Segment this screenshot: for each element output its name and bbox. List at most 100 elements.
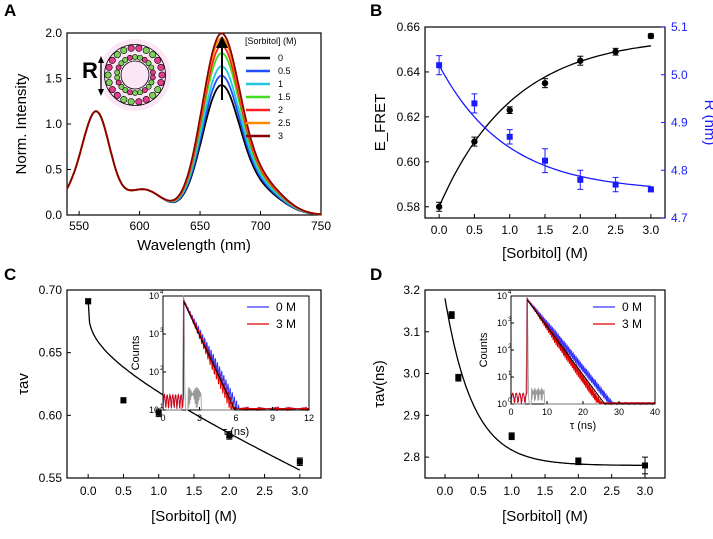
panel-c-fit — [87, 301, 301, 471]
panel-d-inset-ylabel: Counts — [478, 332, 490, 367]
panel-d-xtick-label: 1.0 — [503, 484, 520, 498]
panel-b-point-r — [436, 62, 443, 69]
panel-a-vesicle-lipid — [127, 44, 135, 52]
panel-b-ytick-label: 0.60 — [397, 155, 421, 169]
panel-d-inset-ytick-exp: 2 — [508, 344, 512, 350]
panel-b-point-efret — [612, 48, 619, 55]
panel-d-inset-ytick-label: 10 — [497, 318, 507, 328]
panel-a-ytick-label: 2.0 — [45, 26, 62, 40]
panel-a-vesicle-lipid — [118, 60, 125, 67]
panel-d-inset-ytick-label: 10 — [497, 291, 507, 301]
panel-a-r-arrow-head-up — [98, 56, 104, 63]
panel-b-point-r — [506, 133, 513, 140]
panel-a-vesicle-lipid — [115, 79, 122, 86]
panel-a-xtick-label: 650 — [190, 219, 210, 233]
panel-a-chart: 550 600 650 700 750 0.0 0.5 1.0 1.5 2.0 Wavelength… — [13, 26, 331, 254]
panel-c-inset-xtick-label: 9 — [270, 413, 275, 423]
panel-a-vesicle-lipid — [132, 54, 138, 60]
panel-d-inset-xtick-label: 10 — [542, 407, 552, 417]
panel-c-point — [155, 409, 162, 416]
panel-letter-a: A — [4, 1, 16, 20]
panel-c-inset-ylabel: Counts — [130, 335, 142, 370]
panel-d-fit — [444, 298, 645, 466]
panel-a-vesicle-lipid — [122, 56, 129, 63]
panel-d-inset-ytick-exp: 1 — [508, 371, 512, 377]
panel-a-vesicle-lipid — [137, 54, 143, 61]
panel-a-xtick-label: 600 — [130, 219, 150, 233]
panel-a-vesicle-lipid — [148, 64, 155, 71]
panel-d-inset-ytick-exp: 4 — [508, 290, 512, 296]
panel-a-ytick-label: 0.5 — [45, 163, 62, 177]
panel-a-vesicle-lipid — [115, 64, 122, 71]
panel-a-vesicle-lipid — [127, 98, 135, 106]
panel-c-inset-legend-label: 3 M — [276, 317, 296, 331]
panel-a-vesicle-lipid — [105, 63, 113, 71]
panel-a-xtick-label: 550 — [69, 219, 89, 233]
panel-c-ytick-label: 0.70 — [39, 283, 63, 297]
panel-d-inset-xtick-label: 40 — [650, 407, 660, 417]
panel-a-r-arrow-head-down — [98, 89, 104, 96]
panel-b-ytick-label: 0.64 — [397, 65, 421, 79]
panel-a-vesicle-lipid — [135, 44, 143, 52]
panel-c-xtick-label: 1.5 — [186, 484, 203, 498]
panel-c-inset-xtick-label: 6 — [233, 413, 238, 423]
panel-a-legend-label: 0.5 — [278, 66, 291, 76]
panel-b-point-r — [647, 186, 654, 193]
panel-a-vesicle-lipid — [126, 54, 133, 61]
panel-c-point — [85, 298, 92, 305]
panel-c-inset-ytick-label: 10 — [149, 405, 159, 415]
panel-d-inset-xtick-label: 0 — [508, 407, 513, 417]
panel-a-vesicle-lipid — [148, 79, 155, 86]
panel-a-vesicle-lipid — [154, 56, 162, 64]
panel-b-point-efret — [471, 138, 478, 145]
panel-a-vesicle-lipid — [149, 91, 157, 99]
panel-d-point — [455, 374, 462, 381]
panel-d-point — [508, 433, 515, 440]
panel-c-ytick-label: 0.65 — [39, 346, 63, 360]
panel-d-xtick-label: 1.5 — [537, 484, 554, 498]
panel-d-point — [642, 462, 648, 469]
panel-a-vesicle-lipid — [137, 89, 144, 96]
panel-b-point-efret — [541, 79, 549, 87]
panel-a-vesicle-lipid — [141, 87, 148, 94]
panel-d-ytick-label: 3.0 — [403, 367, 420, 381]
panel-b-xtick-label: 0.5 — [466, 223, 483, 237]
panel-b-ytick-right-label: 5.0 — [671, 68, 688, 82]
panel-a-vesicle-lipid — [141, 56, 148, 63]
panel-a-vesicle-lipid — [142, 46, 150, 54]
panel-d-xlabel: [Sorbitol] (M) — [502, 508, 588, 525]
panel-a-legend-title: [Sorbitol] (M) — [245, 36, 297, 46]
panel-d-inset-ytick-exp: 3 — [508, 317, 512, 323]
panel-b-xtick-label: 0.0 — [431, 223, 448, 237]
panel-a-vesicle-lipid — [149, 74, 156, 81]
panel-a-vesicle-lipid — [132, 90, 138, 96]
panel-b-ytick-label: 0.58 — [397, 200, 421, 214]
panel-a-ytick-label: 1.0 — [45, 117, 62, 131]
panel-c-xlabel: [Sorbitol] (M) — [151, 508, 237, 525]
panel-a-inset-r-label: R — [82, 58, 98, 83]
panel-a-legend-label: 2 — [278, 105, 283, 115]
panel-a-legend-label: 1.5 — [278, 92, 291, 102]
panel-a-vesicle-lipid — [149, 51, 157, 59]
panel-b-point-r — [542, 157, 548, 164]
panel-c-inset-frame — [162, 295, 310, 411]
panel-d-inset-ytick-label: 10 — [497, 399, 507, 409]
panel-c-inset-xtick-label: 0 — [160, 413, 165, 423]
panel-a-vesicle-lipid — [122, 87, 129, 94]
panel-letter-d: D — [370, 265, 382, 284]
panel-c-xtick-label: 1.0 — [150, 484, 167, 498]
panel-b-frame — [424, 26, 666, 219]
panel-a-vesicle-lipid — [145, 60, 152, 67]
panel-c-inset-ytick-exp: 2 — [160, 366, 164, 372]
panel-d-xtick-label: 3.0 — [637, 484, 654, 498]
panel-a-vesicle-lipid — [145, 83, 152, 90]
panel-b-point-efret — [647, 32, 655, 40]
panel-c-inset-ytick-exp: 3 — [160, 328, 164, 334]
panel-a-arrow-head — [216, 36, 228, 48]
panel-b-xlabel: [Sorbitol] (M) — [502, 245, 588, 262]
panel-letter-b: B — [370, 1, 382, 20]
panel-b-xtick-label: 2.0 — [572, 223, 589, 237]
panel-a-vesicle-inner — [120, 60, 150, 90]
panel-a-legend-label: 0 — [278, 53, 283, 63]
panel-a-vesicle-lipid — [105, 79, 113, 87]
